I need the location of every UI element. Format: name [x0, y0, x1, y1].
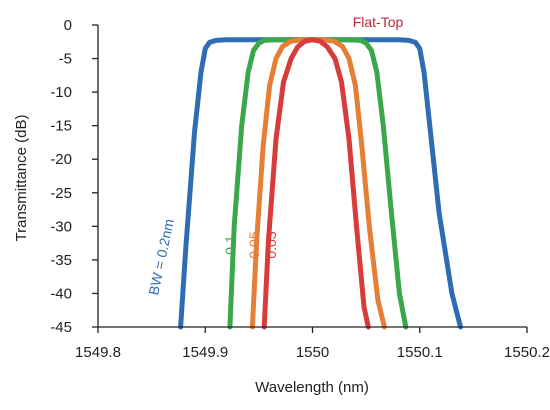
x-tick-label: 1549.8 [75, 344, 121, 361]
y-axis-title: Transmittance (dB) [13, 115, 30, 242]
bw-0.05-label: 0.05 [246, 231, 262, 258]
flat-top-annotation: Flat-Top [353, 14, 404, 30]
y-tick-label: 0 [64, 17, 72, 34]
x-tick-label: 1550 [296, 344, 329, 361]
x-tick-label: 1550.2 [504, 344, 550, 361]
bw-0.2nm-label: BW = 0.2nm [145, 217, 177, 296]
series-line-bw-0.2nm [178, 37, 463, 330]
y-tick-label: -15 [50, 118, 72, 135]
y-tick-label: -30 [50, 218, 72, 235]
x-tick-label: 1550.1 [397, 344, 443, 361]
y-tick-label: -10 [50, 84, 72, 101]
y-tick-label: -25 [50, 185, 72, 202]
x-ticks: 1549.8 1549.9 1550 1550.1 1550.2 [75, 327, 550, 361]
y-tick-label: -35 [50, 252, 72, 269]
bw-0.03-label: 0.03 [263, 231, 279, 258]
x-axis-title: Wavelength (nm) [255, 379, 369, 396]
y-tick-label: -5 [59, 51, 72, 68]
bw-0.1-label: 0.1 [222, 235, 238, 255]
series-layer [178, 37, 463, 330]
y-tick-label: -40 [50, 285, 72, 302]
y-tick-label: -20 [50, 151, 72, 168]
y-ticks: 0 -5 -10 -15 -20 -25 -30 -35 -40 -45 [50, 17, 98, 336]
y-tick-label: -45 [50, 319, 72, 336]
x-tick-label: 1549.9 [182, 344, 228, 361]
series-line-0.03 [261, 37, 371, 330]
